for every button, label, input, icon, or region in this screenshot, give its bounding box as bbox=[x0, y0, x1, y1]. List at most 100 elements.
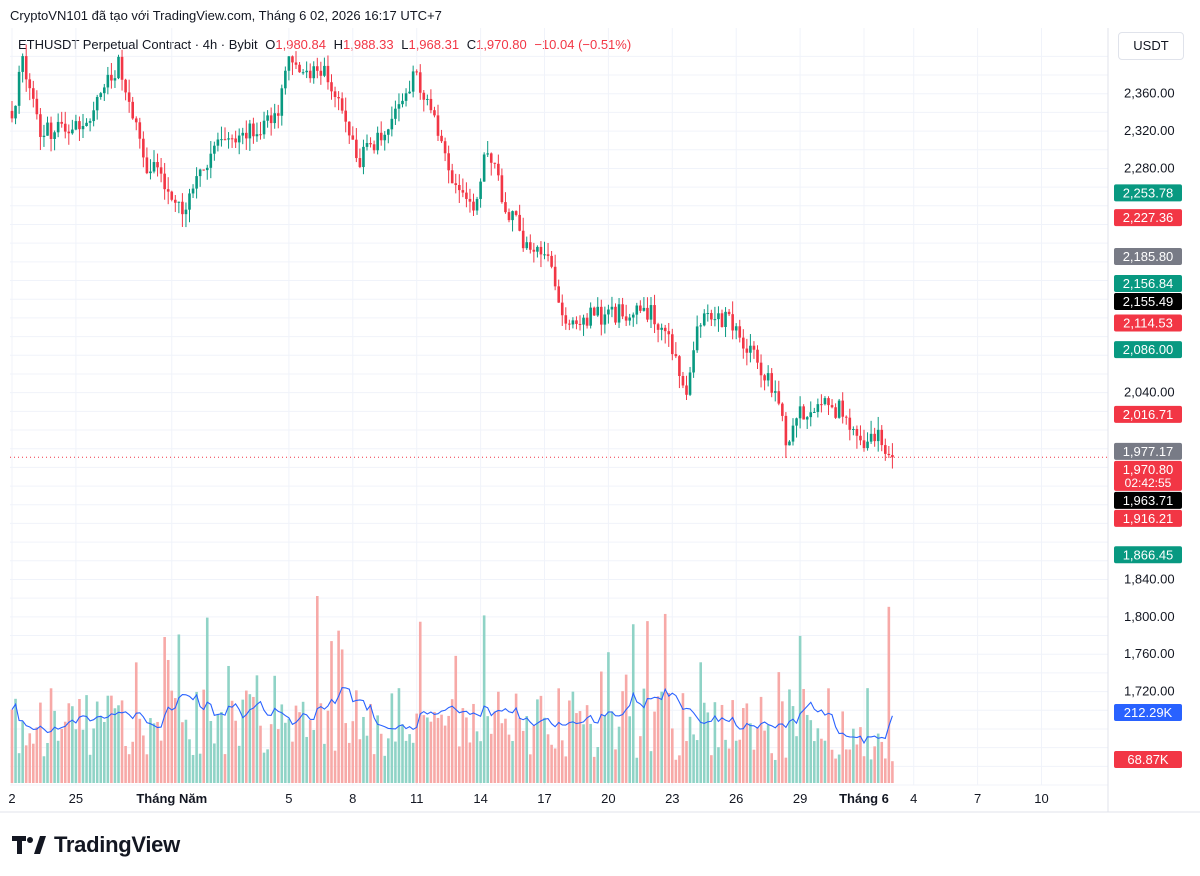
volume-bar bbox=[873, 746, 876, 783]
candle-body bbox=[454, 183, 458, 186]
candle-body bbox=[159, 167, 163, 174]
candle-body bbox=[298, 64, 301, 73]
candle-body bbox=[663, 327, 667, 332]
candle-body bbox=[731, 314, 734, 331]
volume-bar bbox=[720, 704, 724, 783]
volume-bar bbox=[24, 745, 28, 783]
candle-body bbox=[152, 162, 156, 172]
open-label: O bbox=[265, 37, 276, 52]
price-tag-label: 2,114.53 bbox=[1123, 316, 1173, 331]
candle-body bbox=[536, 246, 539, 252]
tradingview-logo[interactable]: TradingView bbox=[12, 832, 180, 858]
volume-bar bbox=[759, 696, 763, 783]
candle-body bbox=[855, 428, 859, 436]
candle-body bbox=[649, 305, 653, 320]
candle-body bbox=[479, 181, 482, 199]
high-label: H bbox=[333, 37, 343, 52]
candle-body bbox=[184, 209, 188, 215]
candle-body bbox=[88, 121, 92, 123]
candle-body bbox=[422, 92, 426, 100]
candle-body bbox=[891, 455, 894, 458]
candle-body bbox=[834, 407, 837, 418]
candle-body bbox=[17, 71, 21, 106]
volume-bar bbox=[387, 738, 390, 783]
candle-body bbox=[827, 398, 830, 406]
open-value: 1,980.84 bbox=[275, 37, 326, 52]
time-tick-label: 11 bbox=[410, 791, 424, 806]
candle-body bbox=[816, 404, 820, 412]
volume-bar bbox=[859, 727, 862, 783]
candle-body bbox=[262, 120, 266, 135]
candle-body bbox=[255, 134, 259, 137]
candle-body bbox=[415, 71, 418, 73]
volume-bar bbox=[88, 754, 92, 783]
candle-body bbox=[347, 121, 351, 136]
volume-bar bbox=[223, 754, 227, 783]
time-axis[interactable]: 2 25 Tháng Năm 5 8 11 14 17 20 23 26 29 Tháng 6 4 7 10 bbox=[0, 791, 1200, 813]
volume-bar bbox=[454, 655, 458, 783]
currency-unit-button[interactable]: USDT bbox=[1118, 32, 1184, 60]
candle-body bbox=[550, 255, 553, 267]
volume-bar bbox=[635, 757, 639, 783]
candle-body bbox=[103, 87, 106, 94]
volume-bar bbox=[742, 708, 745, 783]
price-axis[interactable]: 2,360.00 2,320.00 2,280.00 2,040.00 1,840.00… bbox=[1107, 28, 1175, 812]
volume-bar bbox=[308, 720, 312, 783]
brand-name: TradingView bbox=[54, 832, 180, 857]
candle-body bbox=[458, 185, 461, 191]
candle-body bbox=[39, 114, 42, 137]
volume-bar bbox=[816, 728, 820, 783]
volume-bar bbox=[230, 700, 234, 783]
volume-bar bbox=[60, 728, 63, 783]
volume-bar bbox=[415, 713, 418, 783]
volume-bar bbox=[468, 742, 472, 783]
price-tag-label: 2,227.36 bbox=[1123, 210, 1174, 225]
candle-body bbox=[781, 403, 784, 416]
candle-body bbox=[53, 132, 56, 139]
candle-body bbox=[273, 113, 276, 124]
volume-bar bbox=[798, 635, 802, 783]
candle-body bbox=[465, 192, 468, 199]
candle-body bbox=[543, 254, 546, 256]
volume-bar bbox=[813, 741, 816, 783]
candle-body bbox=[131, 101, 134, 119]
volume-bar bbox=[805, 714, 809, 783]
candle-body bbox=[323, 65, 326, 76]
candle-body bbox=[344, 110, 347, 122]
volume-bar bbox=[663, 613, 667, 783]
volume-bar bbox=[656, 696, 660, 783]
candle-body bbox=[237, 135, 241, 143]
candle-body bbox=[560, 302, 564, 316]
candle-body bbox=[805, 417, 809, 420]
volume-bar bbox=[692, 734, 695, 783]
volume-bar bbox=[49, 688, 53, 783]
candle-body bbox=[631, 314, 635, 318]
candle-body bbox=[568, 323, 571, 325]
candle-body bbox=[85, 122, 88, 126]
volume-bar bbox=[365, 735, 369, 783]
candle-body bbox=[859, 435, 862, 441]
candle-body bbox=[529, 242, 532, 250]
candle-body bbox=[770, 373, 773, 393]
volume-bar bbox=[166, 659, 170, 783]
candle-body bbox=[884, 445, 887, 454]
candle-body bbox=[340, 98, 344, 111]
volume-bar bbox=[411, 742, 415, 783]
candle-body bbox=[468, 198, 472, 202]
volume-bar bbox=[674, 759, 678, 783]
candle-body bbox=[181, 201, 184, 215]
volume-bar bbox=[536, 699, 539, 783]
candle-body bbox=[461, 190, 465, 193]
volume-bar bbox=[127, 754, 131, 783]
time-tick-label: 10 bbox=[1034, 791, 1048, 806]
candle-body bbox=[220, 139, 223, 141]
volume-bar bbox=[649, 751, 653, 783]
candle-body bbox=[92, 110, 95, 122]
candle-body bbox=[752, 345, 756, 350]
candle-body bbox=[291, 56, 294, 63]
candle-body bbox=[656, 324, 660, 330]
volume-bar bbox=[117, 705, 120, 783]
volume-bar bbox=[621, 691, 624, 783]
candle-body bbox=[500, 175, 504, 203]
